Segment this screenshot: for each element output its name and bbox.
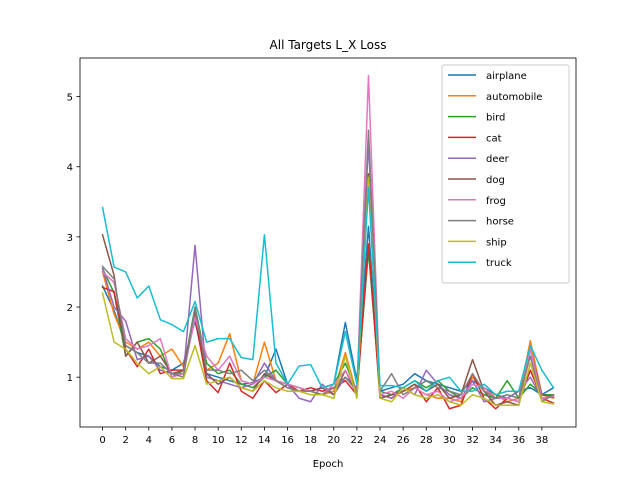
x-tick-label: 20	[327, 435, 340, 446]
y-tick-label: 5	[67, 93, 73, 104]
legend-box	[441, 64, 570, 284]
legend-label-cat: cat	[486, 133, 502, 144]
x-tick-label: 36	[512, 435, 525, 446]
legend: airplane automobile bird cat deer dog frog hors…	[441, 64, 570, 284]
plot-frame	[79, 57, 577, 428]
legend-label-automobile: automobile	[486, 92, 542, 103]
y-tick-label: 3	[67, 233, 73, 244]
y-tick-label: 4	[67, 163, 73, 174]
x-tick-label: 32	[466, 435, 479, 446]
x-tick-label: 30	[443, 435, 456, 446]
series-line-horse	[101, 129, 555, 403]
x-tick-label: 34	[489, 435, 502, 446]
x-tick-label: 22	[351, 435, 364, 446]
x-tick-label: 10	[212, 435, 225, 446]
series-line-truck	[101, 187, 555, 396]
chart-title: All Targets L_X Loss	[270, 38, 387, 52]
x-axis-label: Epoch	[313, 459, 344, 470]
x-tick-label: 12	[235, 435, 248, 446]
x-tick-label: 18	[304, 435, 317, 446]
y-tick-label: 1	[67, 373, 73, 384]
legend-label-horse: horse	[486, 217, 514, 228]
legend-label-ship: ship	[486, 237, 507, 248]
x-tick-label: 28	[420, 435, 433, 446]
legend-label-airplane: airplane	[486, 71, 527, 82]
x-tick-label: 26	[397, 435, 410, 446]
series-line-ship	[101, 176, 555, 406]
x-tick-label: 24	[374, 435, 387, 446]
legend-label-frog: frog	[486, 196, 506, 207]
x-tick-label: 14	[258, 435, 271, 446]
x-tick-label: 0	[99, 435, 105, 446]
legend-label-dog: dog	[486, 175, 505, 186]
series-layer	[101, 74, 555, 410]
x-tick-label: 8	[192, 435, 198, 446]
y-tick-label: 2	[67, 303, 73, 314]
x-tick-label: 4	[146, 435, 152, 446]
x-tick-label: 38	[536, 435, 549, 446]
x-tick-label: 16	[281, 435, 294, 446]
x-tick-label: 6	[169, 435, 175, 446]
legend-label-bird: bird	[486, 113, 505, 124]
legend-label-deer: deer	[486, 154, 510, 165]
legend-label-truck: truck	[486, 258, 512, 269]
x-tick-label: 2	[122, 435, 128, 446]
